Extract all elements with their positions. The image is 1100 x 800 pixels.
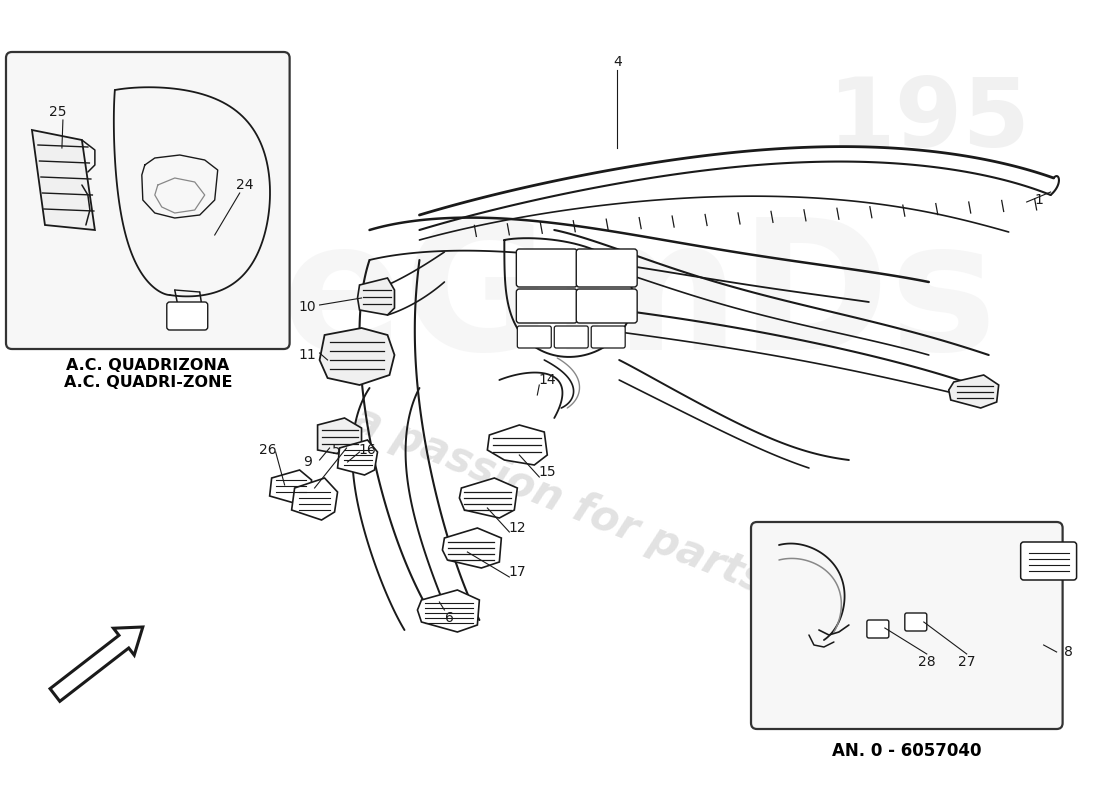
- Polygon shape: [320, 328, 395, 385]
- Polygon shape: [442, 528, 502, 568]
- Text: 15: 15: [539, 465, 557, 479]
- Text: 11: 11: [299, 348, 317, 362]
- Text: 8: 8: [1064, 645, 1072, 659]
- FancyBboxPatch shape: [751, 522, 1063, 729]
- Text: a passion for parts: a passion for parts: [346, 398, 772, 602]
- Polygon shape: [949, 375, 999, 408]
- Text: 27: 27: [958, 655, 976, 669]
- Text: 14: 14: [539, 373, 557, 387]
- FancyBboxPatch shape: [554, 326, 588, 348]
- Text: 24: 24: [235, 178, 253, 192]
- FancyBboxPatch shape: [6, 52, 289, 349]
- FancyBboxPatch shape: [591, 326, 625, 348]
- Polygon shape: [358, 278, 395, 315]
- Text: eGmDs: eGmDs: [282, 212, 997, 388]
- FancyBboxPatch shape: [905, 613, 927, 631]
- Text: 16: 16: [359, 443, 376, 457]
- Text: 9: 9: [304, 455, 312, 469]
- FancyBboxPatch shape: [516, 289, 578, 323]
- Text: 6: 6: [446, 611, 454, 625]
- FancyBboxPatch shape: [516, 249, 578, 287]
- FancyBboxPatch shape: [1021, 542, 1077, 580]
- Text: AN. 0 - 6057040: AN. 0 - 6057040: [832, 742, 981, 760]
- Text: 26: 26: [258, 443, 276, 457]
- Text: 195: 195: [827, 74, 1031, 166]
- Text: 17: 17: [508, 565, 526, 579]
- Text: 28: 28: [918, 655, 936, 669]
- Text: 5: 5: [332, 443, 341, 457]
- FancyBboxPatch shape: [867, 620, 889, 638]
- Polygon shape: [318, 418, 362, 455]
- Polygon shape: [460, 478, 517, 518]
- Text: A.C. QUADRIZONA
A.C. QUADRI-ZONE: A.C. QUADRIZONA A.C. QUADRI-ZONE: [64, 358, 232, 390]
- Polygon shape: [418, 590, 480, 632]
- FancyBboxPatch shape: [576, 289, 637, 323]
- FancyArrow shape: [50, 627, 143, 702]
- FancyBboxPatch shape: [576, 249, 637, 287]
- Polygon shape: [338, 440, 377, 475]
- Polygon shape: [32, 130, 95, 230]
- Text: 10: 10: [299, 300, 317, 314]
- FancyBboxPatch shape: [517, 326, 551, 348]
- FancyBboxPatch shape: [167, 302, 208, 330]
- Polygon shape: [487, 425, 548, 465]
- Polygon shape: [292, 478, 338, 520]
- Text: 4: 4: [613, 55, 621, 69]
- Polygon shape: [270, 470, 311, 504]
- Text: 25: 25: [50, 105, 67, 119]
- Text: 1: 1: [1034, 193, 1043, 207]
- Text: 12: 12: [508, 521, 526, 535]
